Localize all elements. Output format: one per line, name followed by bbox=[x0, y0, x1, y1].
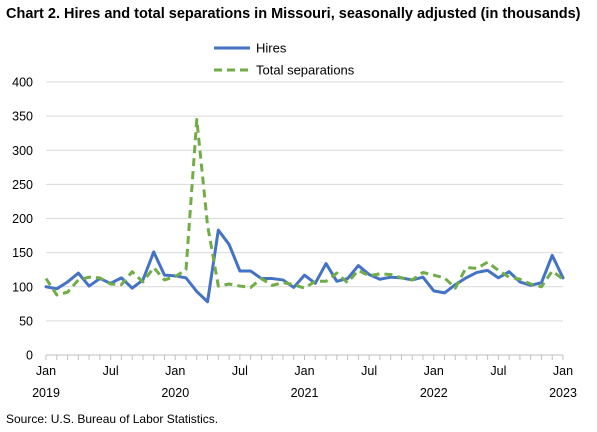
x-tick-label: Jan bbox=[294, 364, 314, 378]
x-tick-label: Jan bbox=[553, 364, 573, 378]
legend-label: Total separations bbox=[256, 63, 355, 78]
gridlines bbox=[46, 81, 563, 356]
y-tick-label: 200 bbox=[12, 212, 33, 226]
x-tick-year-label: 2020 bbox=[161, 386, 189, 400]
y-tick-label: 150 bbox=[12, 246, 33, 260]
chart-title: Chart 2. Hires and total separations in … bbox=[6, 6, 581, 22]
x-tick-year-label: 2021 bbox=[291, 386, 319, 400]
x-tick-label: Jul bbox=[232, 364, 248, 378]
x-tick-year-label: 2019 bbox=[32, 386, 60, 400]
y-tick-label: 100 bbox=[12, 280, 33, 294]
x-axis: Jan 2019 Jul Jan 2020 Jul Jan 2021 Jul Jan 2022 Jul… bbox=[32, 355, 577, 400]
x-tick-year-label: 2022 bbox=[420, 386, 448, 400]
x-tick-label: Jan bbox=[424, 364, 444, 378]
y-tick-label: 0 bbox=[26, 349, 33, 363]
x-tick-year-label: 2023 bbox=[549, 386, 577, 400]
legend: Hires Total separations bbox=[214, 41, 355, 78]
x-tick-label: Jan bbox=[36, 364, 56, 378]
y-tick-label: 50 bbox=[19, 314, 33, 328]
x-tick-label: Jul bbox=[361, 364, 377, 378]
x-tick-label: Jul bbox=[103, 364, 119, 378]
x-tick-label: Jul bbox=[490, 364, 506, 378]
source-note: Source: U.S. Bureau of Labor Statistics. bbox=[6, 412, 219, 426]
series-lines bbox=[44, 118, 565, 304]
y-tick-label: 300 bbox=[12, 144, 33, 158]
y-tick-label: 250 bbox=[12, 178, 33, 192]
legend-label: Hires bbox=[256, 41, 287, 56]
series-line-hires bbox=[44, 228, 565, 304]
y-tick-label: 350 bbox=[12, 110, 33, 124]
x-tick-label: Jan bbox=[165, 364, 185, 378]
y-axis: 0 50 100 150 200 250 300 350 400 bbox=[12, 76, 33, 363]
y-tick-label: 400 bbox=[12, 76, 33, 90]
series-line-total-separations bbox=[44, 118, 564, 297]
